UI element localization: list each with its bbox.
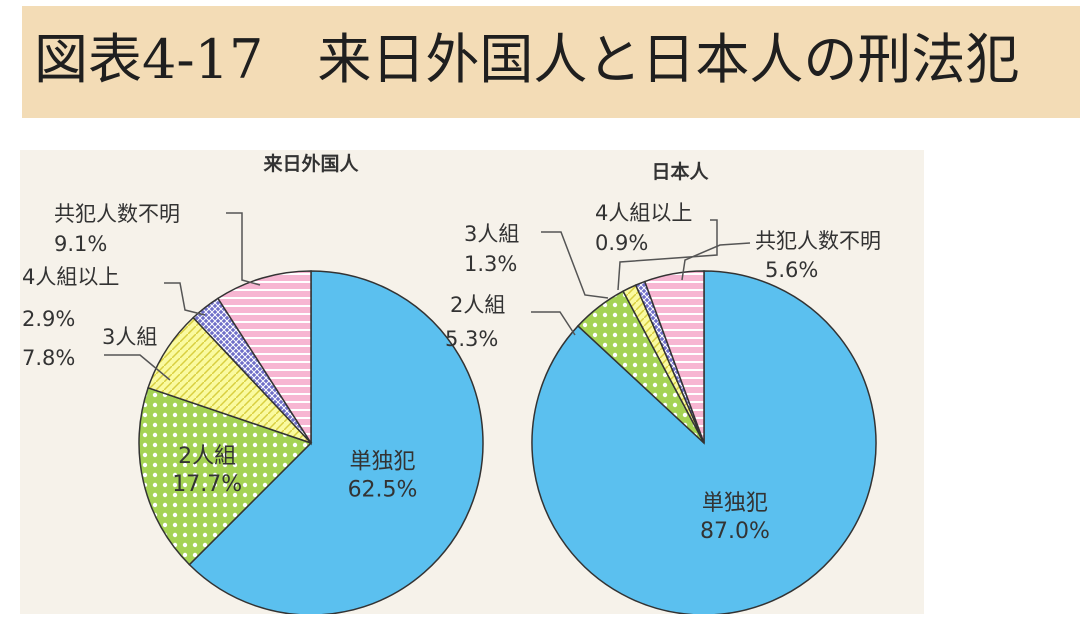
page-title: 図表4-17 来日外国人と日本人の刑法犯 xyxy=(34,28,1020,91)
leader-line-three-0 xyxy=(104,354,171,381)
slice-value-four-0: 2.9% xyxy=(22,307,75,331)
leader-line-four-0 xyxy=(164,282,206,316)
slice-value-two-1: 5.3% xyxy=(445,327,498,351)
chart-title-1: 日本人 xyxy=(651,160,709,183)
slice-value-unknown-1: 5.6% xyxy=(765,258,818,282)
pie-slice-unknown-1 xyxy=(643,270,705,444)
pie-slice-unknown-0 xyxy=(216,270,312,446)
slice-value-two-0: 17.7% xyxy=(172,472,242,497)
leader-line-unknown-0 xyxy=(226,212,261,286)
slice-name-single-0: 単独犯 xyxy=(350,450,416,475)
leader-line-four-1 xyxy=(617,219,718,291)
pie-slice-single-1 xyxy=(531,270,877,614)
leader-line-unknown-1 xyxy=(681,242,751,281)
slice-name-unknown-1: 共犯人数不明 xyxy=(755,229,881,253)
chart-title-0: 来日外国人 xyxy=(263,152,359,175)
title-bar: 図表4-17 来日外国人と日本人の刑法犯 xyxy=(22,6,1080,118)
slice-value-single-0: 62.5% xyxy=(348,478,418,503)
chart-area: 来日外国人単独犯 62.5% 2人組 17.7% 3人組 7.8% 4人組以上 2.9% 共犯人… xyxy=(20,150,924,614)
slice-name-four-1: 4人組以上 xyxy=(595,201,692,225)
slice-name-four-0: 4人組以上 xyxy=(22,265,119,289)
slice-value-four-1: 0.9% xyxy=(595,231,648,255)
leader-line-two-1 xyxy=(531,311,576,336)
pie-slice-two-0 xyxy=(138,386,313,566)
slice-value-three-1: 1.3% xyxy=(464,252,517,276)
pie-slice-single-0 xyxy=(188,270,484,614)
leader-line-three-1 xyxy=(541,231,609,299)
slice-name-two-1: 2人組 xyxy=(450,293,505,317)
slice-name-three-0: 3人組 xyxy=(102,325,157,349)
slice-value-single-1: 87.0% xyxy=(700,519,770,544)
slice-name-unknown-0: 共犯人数不明 xyxy=(54,202,180,226)
slice-name-single-1: 単独犯 xyxy=(702,491,768,516)
slice-name-two-0: 2人組 xyxy=(178,444,236,469)
slice-value-unknown-0: 9.1% xyxy=(54,232,107,256)
slice-value-three-0: 7.8% xyxy=(22,346,75,370)
slice-name-three-1: 3人組 xyxy=(464,222,519,246)
